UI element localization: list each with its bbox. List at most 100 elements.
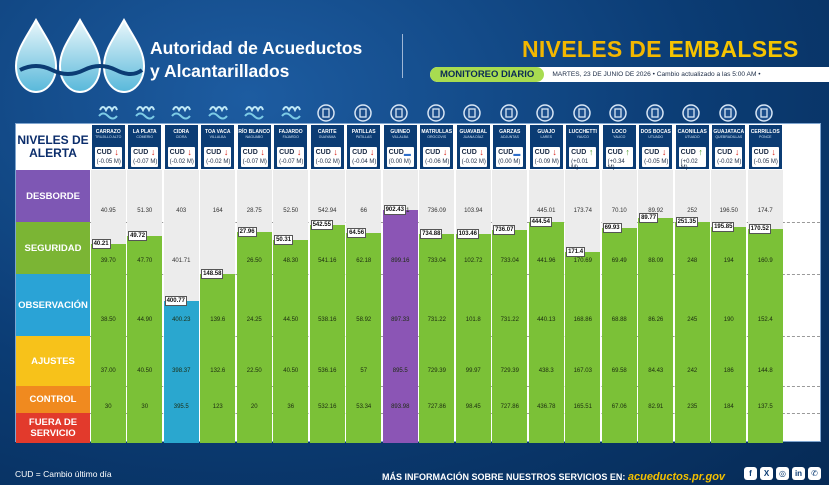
reservoir-header: CERRILLOS PONCE CUD ↓ (-0.05 M)	[747, 124, 783, 170]
threshold-value: 144.8	[757, 368, 773, 374]
reservoir-name: MATRULLAS	[421, 129, 453, 135]
arrow-down-icon: ↓	[661, 147, 667, 157]
arrow-down-icon: ↓	[296, 147, 302, 157]
threshold-value: 733.04	[500, 258, 519, 264]
threshold-value: 252	[687, 208, 698, 214]
threshold-value: 196.50	[719, 208, 738, 214]
level-fill	[528, 221, 564, 443]
threshold-value: 403	[176, 208, 187, 214]
threshold-value: 400.23	[172, 317, 191, 323]
reservoir-name: GARZAS	[499, 129, 521, 135]
reservoir-municipality: CIDRA	[175, 135, 187, 139]
threshold-value: 84.43	[648, 368, 664, 374]
daily-change-value: (-0.04 M)	[352, 159, 377, 165]
facebook-icon[interactable]: f	[744, 467, 757, 480]
level-track: 733.04 731.22 729.39 727.86 736.07	[492, 170, 528, 443]
current-level-value: 103.46	[456, 228, 479, 239]
reservoir-column: CARITE GUAYAMA CUD ↓ (-0.02 M) 542.94 541.16 53…	[309, 124, 345, 443]
current-level-value: 400.77	[164, 296, 187, 307]
reservoir-municipality: FAJARDO	[282, 135, 299, 139]
reservoir-municipality: NAGUABO	[245, 135, 263, 139]
threshold-value: 30	[104, 404, 112, 410]
band-divider	[90, 274, 820, 275]
threshold-value: 186	[723, 368, 734, 374]
reservoir-header: CAONILLAS UTUADO CUD ↑ (+0.02 M)	[674, 124, 710, 171]
linkedin-icon[interactable]: in	[792, 467, 805, 480]
current-level-value: 69.93	[602, 222, 622, 233]
no-change-icon: ▬	[403, 151, 411, 158]
reservoir-header: GUAJATACA QUEBRADILLAS CUD ↓ (-0.02 M)	[711, 124, 747, 170]
cud-box: CUD ↓ (-0.05 M)	[642, 147, 670, 167]
threshold-value: 395.5	[173, 404, 189, 410]
reservoir-column: LA PLATA COMERIO CUD ↓ (-0.07 M) 51.30 47.70 44…	[127, 124, 163, 443]
reservoir-column: LUCCHETTI YAUCO CUD ↑ (+0.01 M) 173.74 170.69 1…	[565, 124, 601, 443]
daily-change-value: (-0.07 M)	[279, 159, 304, 165]
band-divider	[90, 413, 820, 414]
level-fill	[127, 235, 163, 443]
threshold-value: 30	[141, 404, 149, 410]
current-level-value: 64.56	[347, 227, 367, 238]
reservoir-municipality: TRUJILLO ALTO	[95, 135, 122, 139]
threshold-value: 101.8	[465, 317, 481, 323]
reservoir-header: LUCCHETTI YAUCO CUD ↑ (+0.01 M)	[565, 124, 601, 171]
title-part-a: NIVELES DE	[522, 36, 669, 62]
reservoir-header: FAJARDO FAJARDO CUD ↓ (-0.07 M)	[273, 124, 309, 170]
level-fill	[638, 218, 674, 443]
threshold-value: 242	[687, 368, 698, 374]
cud-box: CUD ↑ (+0.02 M)	[678, 147, 706, 171]
waves-icon	[207, 104, 228, 122]
threshold-value: 235	[687, 404, 698, 410]
threshold-value: 733.04	[427, 258, 446, 264]
threshold-value: 893.98	[391, 404, 410, 410]
cud-label: CUD	[425, 149, 441, 156]
threshold-value: 245	[687, 317, 698, 323]
cud-box: CUD ↓ (-0.02 M)	[313, 147, 341, 167]
current-level-value: 49.72	[128, 230, 148, 241]
organization-name: Autoridad de Acueductos y Alcantarillado…	[150, 37, 362, 83]
waves-icon	[244, 104, 264, 122]
daily-change-value: (-0.06 M)	[425, 159, 450, 165]
dam-icon	[317, 104, 337, 122]
current-level-value: 542.55	[310, 219, 333, 230]
threshold-value: 36	[287, 404, 295, 410]
level-fill	[565, 252, 601, 443]
reservoir-name: PATILLAS	[351, 129, 376, 135]
cud-box: CUD ↓ (-0.05 M)	[94, 147, 122, 167]
level-fill	[382, 210, 418, 443]
reservoir-header: GUAVABAL JUANA DÍAZ CUD ↓ (-0.02 M)	[455, 124, 491, 170]
reservoir-name: CIDRA	[173, 129, 190, 135]
level-track: 89.92 88.09 86.26 84.43 82.91 89.77	[638, 170, 674, 443]
instagram-icon[interactable]: ◎	[776, 467, 789, 480]
reservoir-header: GUAJO LARES CUD ↓ (-0.09 M)	[528, 124, 564, 170]
band-divider	[90, 386, 820, 387]
level-fill	[309, 224, 345, 443]
daily-change-value: (-0.05 M)	[644, 159, 669, 165]
threshold-value: 727.86	[500, 404, 519, 410]
reservoir-municipality: COMERIO	[136, 135, 154, 139]
threshold-value: 729.39	[500, 368, 519, 374]
threshold-value: 38.50	[100, 317, 116, 323]
threshold-value: 57	[360, 368, 368, 374]
whatsapp-icon[interactable]: ✆	[808, 467, 821, 480]
social-links: f X ◎ in ✆	[744, 467, 821, 480]
reservoir-header: CIDRA CIDRA CUD ↓ (-0.02 M)	[163, 124, 199, 170]
threshold-value: 123	[212, 404, 223, 410]
waves-icon	[134, 104, 155, 122]
x-icon[interactable]: X	[760, 467, 773, 480]
reservoir-name: TOA VACA	[205, 129, 231, 135]
level-track: 164 139.6 132.6 123 148.58	[200, 170, 236, 443]
threshold-value: 436.78	[537, 404, 556, 410]
reservoir-municipality: GUAYAMA	[318, 135, 336, 139]
daily-change-value: (-0.02 M)	[717, 159, 742, 165]
cud-box: CUD ↓ (-0.02 M)	[715, 147, 743, 167]
threshold-value: 160.9	[757, 258, 773, 264]
threshold-value: 69.49	[611, 258, 627, 264]
daily-change-value: (-0.02 M)	[315, 159, 340, 165]
level-1-label: DESBORDE	[16, 170, 90, 222]
reservoir-header: DOS BOCAS UTUADO CUD ↓ (-0.05 M)	[638, 124, 674, 170]
website-link[interactable]: acueductos.pr.gov	[627, 471, 726, 483]
no-change-icon: ▬	[513, 151, 521, 158]
level-track: 403 401.71 400.23 398.37 395.5 400.77	[163, 170, 199, 443]
reservoir-name: CAONILLAS	[677, 129, 707, 135]
